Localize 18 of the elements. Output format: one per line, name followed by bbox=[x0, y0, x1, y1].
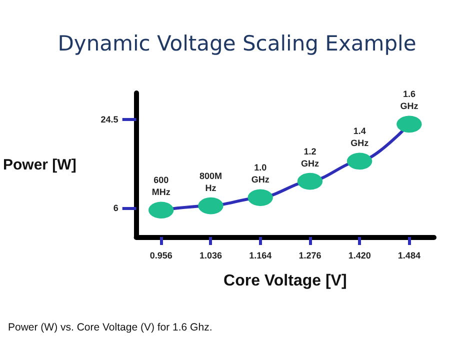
annotation: 1.6 GHz bbox=[400, 89, 419, 112]
x-tick-label: 0.956 bbox=[150, 250, 172, 260]
chart-title: Dynamic Voltage Scaling Example bbox=[58, 32, 416, 56]
x-axis-title: Core Voltage [V] bbox=[224, 272, 347, 290]
annotation: 1.2 GHz bbox=[300, 146, 320, 168]
annotation: 1.4 GHz bbox=[350, 126, 370, 148]
x-tick-label: 1.036 bbox=[199, 250, 222, 260]
x-tick-label: 1.164 bbox=[249, 250, 272, 260]
annotation: 600 MHz bbox=[152, 175, 171, 198]
x-tick-label: 1.276 bbox=[298, 250, 322, 260]
x-tick-label: 1.420 bbox=[348, 250, 371, 260]
annotation: 800M Hz bbox=[199, 170, 222, 193]
x-tick-label: 1.484 bbox=[398, 250, 420, 260]
y-tick-label: 24.5 bbox=[100, 114, 118, 124]
y-tick-label: 6 bbox=[113, 203, 118, 214]
y-axis-title: Power [W] bbox=[2, 156, 76, 174]
text: Power (W) vs. Core Voltage (V) for 1.6 Ghz. bbox=[8, 322, 212, 334]
annotation: 1.0 GHz bbox=[251, 162, 270, 185]
